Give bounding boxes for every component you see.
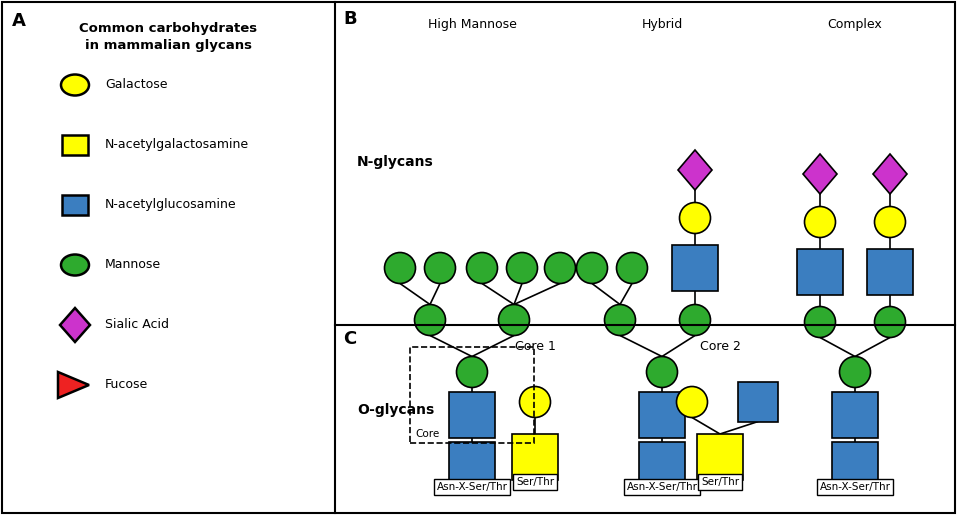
Text: N-acetylgalactosamine: N-acetylgalactosamine (105, 139, 249, 151)
Polygon shape (58, 372, 89, 398)
Circle shape (545, 252, 575, 283)
Ellipse shape (61, 75, 89, 95)
Polygon shape (873, 154, 907, 194)
Text: High Mannose: High Mannose (428, 18, 517, 31)
Text: Ser/Thr: Ser/Thr (701, 477, 739, 487)
Text: C: C (343, 330, 356, 348)
Text: Core 2: Core 2 (700, 340, 741, 353)
Text: Complex: Complex (828, 18, 882, 31)
Text: N-acetylglucosamine: N-acetylglucosamine (105, 198, 236, 212)
Circle shape (875, 207, 905, 237)
Circle shape (805, 306, 835, 337)
Circle shape (520, 386, 550, 418)
Bar (832, 442, 878, 488)
Text: A: A (12, 12, 26, 30)
Text: Galactose: Galactose (105, 78, 167, 92)
Text: Fucose: Fucose (105, 379, 148, 391)
Circle shape (875, 306, 905, 337)
Text: Asn-X-Ser/Thr: Asn-X-Ser/Thr (819, 482, 891, 492)
Text: Core 1: Core 1 (515, 340, 555, 353)
Text: Ser/Thr: Ser/Thr (516, 477, 554, 487)
Text: Common carbohydrates
in mammalian glycans: Common carbohydrates in mammalian glycan… (78, 22, 257, 52)
Bar (449, 392, 495, 438)
Text: Mannose: Mannose (105, 259, 161, 271)
Text: Asn-X-Ser/Thr: Asn-X-Ser/Thr (436, 482, 507, 492)
Circle shape (839, 356, 871, 387)
Circle shape (679, 202, 710, 233)
Circle shape (576, 252, 608, 283)
Bar (697, 434, 743, 480)
Bar (639, 442, 685, 488)
Text: O-glycans: O-glycans (357, 403, 434, 417)
Polygon shape (60, 308, 90, 342)
Polygon shape (803, 154, 837, 194)
Bar (672, 245, 718, 291)
Bar (62, 135, 88, 155)
Bar (449, 442, 495, 488)
Circle shape (425, 252, 456, 283)
Bar (639, 392, 685, 438)
Bar (797, 249, 843, 295)
Text: N-glycans: N-glycans (357, 156, 434, 169)
Circle shape (677, 386, 707, 418)
Circle shape (605, 304, 635, 335)
Bar (832, 392, 878, 438)
Circle shape (456, 356, 487, 387)
Text: Sialic Acid: Sialic Acid (105, 318, 169, 332)
Bar (410, 347, 534, 443)
Circle shape (506, 252, 538, 283)
Text: Hybrid: Hybrid (641, 18, 682, 31)
Circle shape (679, 304, 710, 335)
Circle shape (414, 304, 446, 335)
Ellipse shape (61, 254, 89, 276)
Circle shape (805, 207, 835, 237)
Bar (739, 383, 777, 422)
Bar (867, 249, 913, 295)
Circle shape (385, 252, 415, 283)
Text: Core: Core (415, 429, 439, 439)
Circle shape (647, 356, 678, 387)
Circle shape (499, 304, 529, 335)
Polygon shape (678, 150, 712, 190)
Text: Asn-X-Ser/Thr: Asn-X-Ser/Thr (627, 482, 698, 492)
Bar (512, 434, 558, 480)
Circle shape (616, 252, 648, 283)
Circle shape (466, 252, 498, 283)
Bar (62, 195, 88, 215)
Text: B: B (343, 10, 357, 28)
